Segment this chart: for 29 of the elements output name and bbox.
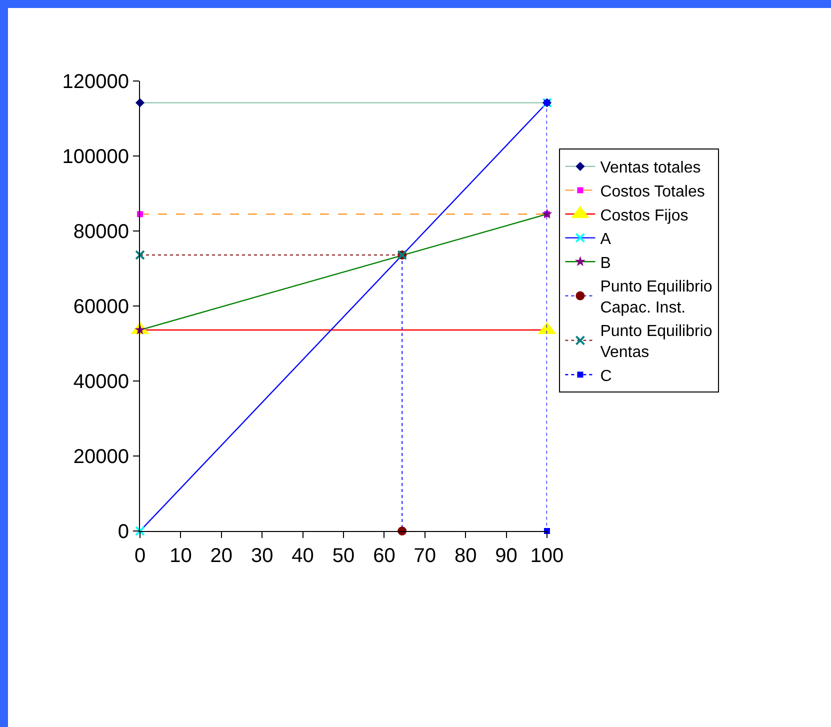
x-tick-label: 0 (134, 545, 146, 567)
legend-label: Punto Equilibrio Ventas (600, 323, 712, 362)
x-tick-label: 20 (210, 545, 233, 567)
y-tick-label: 20000 (73, 446, 129, 468)
y-tick-label: 100000 (62, 146, 129, 168)
x-tick-label: 10 (170, 545, 192, 567)
legend-label: Punto Equilibrio Capac. Inst. (600, 278, 712, 316)
y-tick-label: 40000 (73, 371, 129, 393)
legend-label: Costos Fijos (600, 207, 688, 224)
x-tick-label: 70 (414, 545, 436, 567)
legend-label: Costos Totales (600, 183, 705, 200)
point (542, 208, 552, 219)
legend-label: B (600, 254, 611, 272)
legend-label: Ventas totales (600, 160, 701, 177)
x-tick-label: 80 (454, 545, 477, 567)
x-tick-label: 50 (332, 545, 355, 567)
y-tick-label: 120000 (62, 71, 129, 93)
legend-label: C (600, 368, 612, 385)
x-tick-label: 90 (495, 545, 518, 567)
y-tick-label: 60000 (73, 296, 129, 318)
y-tick-label: 80000 (73, 221, 129, 243)
x-tick-label: 100 (530, 545, 564, 567)
x-tick-label: 40 (292, 545, 314, 567)
y-tick-label: 0 (118, 521, 129, 543)
x-tick-label: 30 (250, 545, 274, 567)
x-tick-label: 60 (373, 545, 396, 567)
point (135, 250, 145, 260)
point (135, 526, 145, 536)
legend-label: A (600, 231, 612, 248)
